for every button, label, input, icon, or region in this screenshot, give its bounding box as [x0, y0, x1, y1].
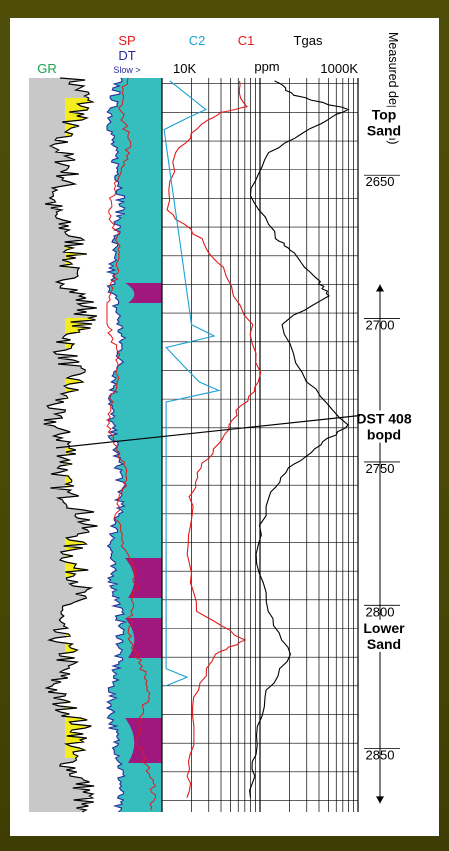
series-c1-line [166, 80, 262, 798]
series-c2-line [163, 80, 221, 687]
annotation-label-background [360, 619, 408, 636]
gr-sand-fill [65, 98, 93, 138]
annotation-label-background [360, 106, 408, 123]
annotation-label: Sand [367, 636, 401, 652]
gas-series [163, 80, 350, 798]
dst-arrow-down [376, 796, 384, 804]
c1-track-label: C1 [238, 33, 255, 48]
annotation-label: Sand [367, 123, 401, 139]
gr-curve [43, 77, 98, 813]
gr-shale-fill [43, 78, 105, 812]
annotation-label-background [360, 122, 408, 139]
tracks-layer [29, 77, 162, 813]
gr-sand-fill [65, 608, 78, 658]
annotation-label: DST 408 [356, 411, 411, 427]
annotation-label: Lower [363, 620, 405, 636]
annotation-label-background [360, 635, 408, 652]
gr-sand-fill [65, 448, 76, 488]
gas-scale-min-label: 10K [173, 61, 196, 76]
gas-scale-units-label: ppm [254, 59, 279, 74]
dst-arrow-up [376, 284, 384, 292]
gas-grid [161, 78, 359, 812]
gr-track-label: GR [37, 61, 57, 76]
sp-curve [106, 77, 157, 811]
dst-leader-line [55, 414, 361, 449]
annotation-label-background [360, 410, 408, 427]
gas-scale-max-label: 1000K [320, 61, 358, 76]
annotation-label-background [360, 426, 408, 443]
dt-slow-fill [125, 618, 162, 658]
dt-slow-fill [125, 283, 162, 303]
dt-slow-note: Slow > [113, 65, 140, 75]
dt-slow-fill [125, 718, 162, 763]
c2-track-label: C2 [189, 33, 206, 48]
well-log-chart: GR SP DT Slow > C2 C1 Tgas 10K ppm 1000K… [29, 32, 412, 813]
dt-track-label: DT [118, 48, 135, 63]
depth-tick-label: 2650 [366, 174, 395, 189]
series-tgas-line [249, 80, 350, 798]
tgas-track-label: Tgas [294, 33, 323, 48]
sp-track-label: SP [118, 33, 135, 48]
annotation-label: bopd [367, 427, 401, 443]
annotation-label: Top [372, 107, 397, 123]
dt-curve [105, 77, 128, 813]
log-panel: GR SP DT Slow > C2 C1 Tgas 10K ppm 1000K… [10, 18, 439, 836]
